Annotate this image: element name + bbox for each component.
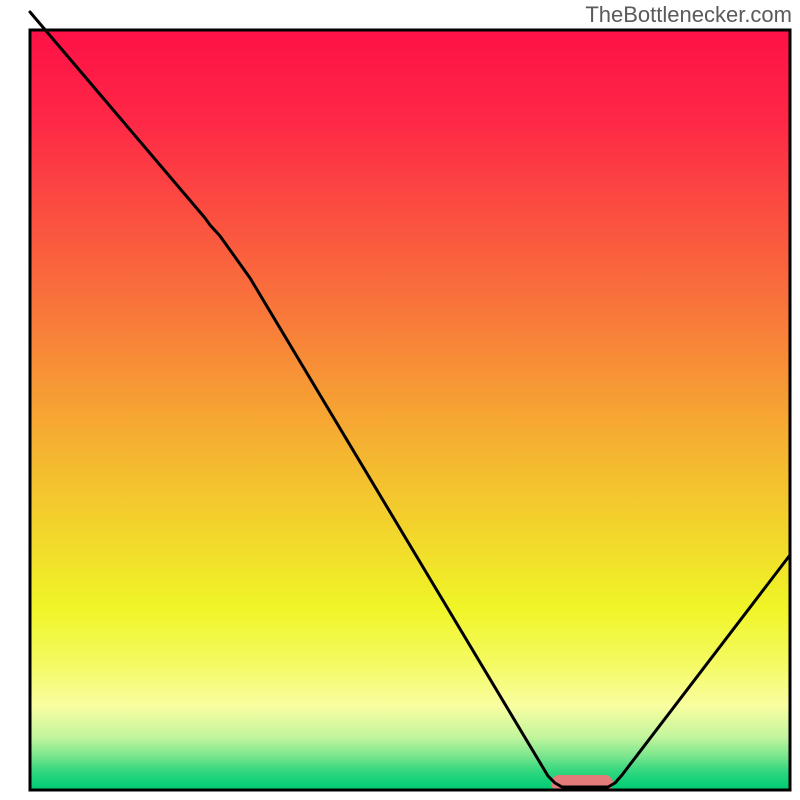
bottleneck-chart: [0, 0, 800, 800]
chart-container: TheBottlenecker.com: [0, 0, 800, 800]
watermark-label: TheBottlenecker.com: [585, 2, 792, 28]
